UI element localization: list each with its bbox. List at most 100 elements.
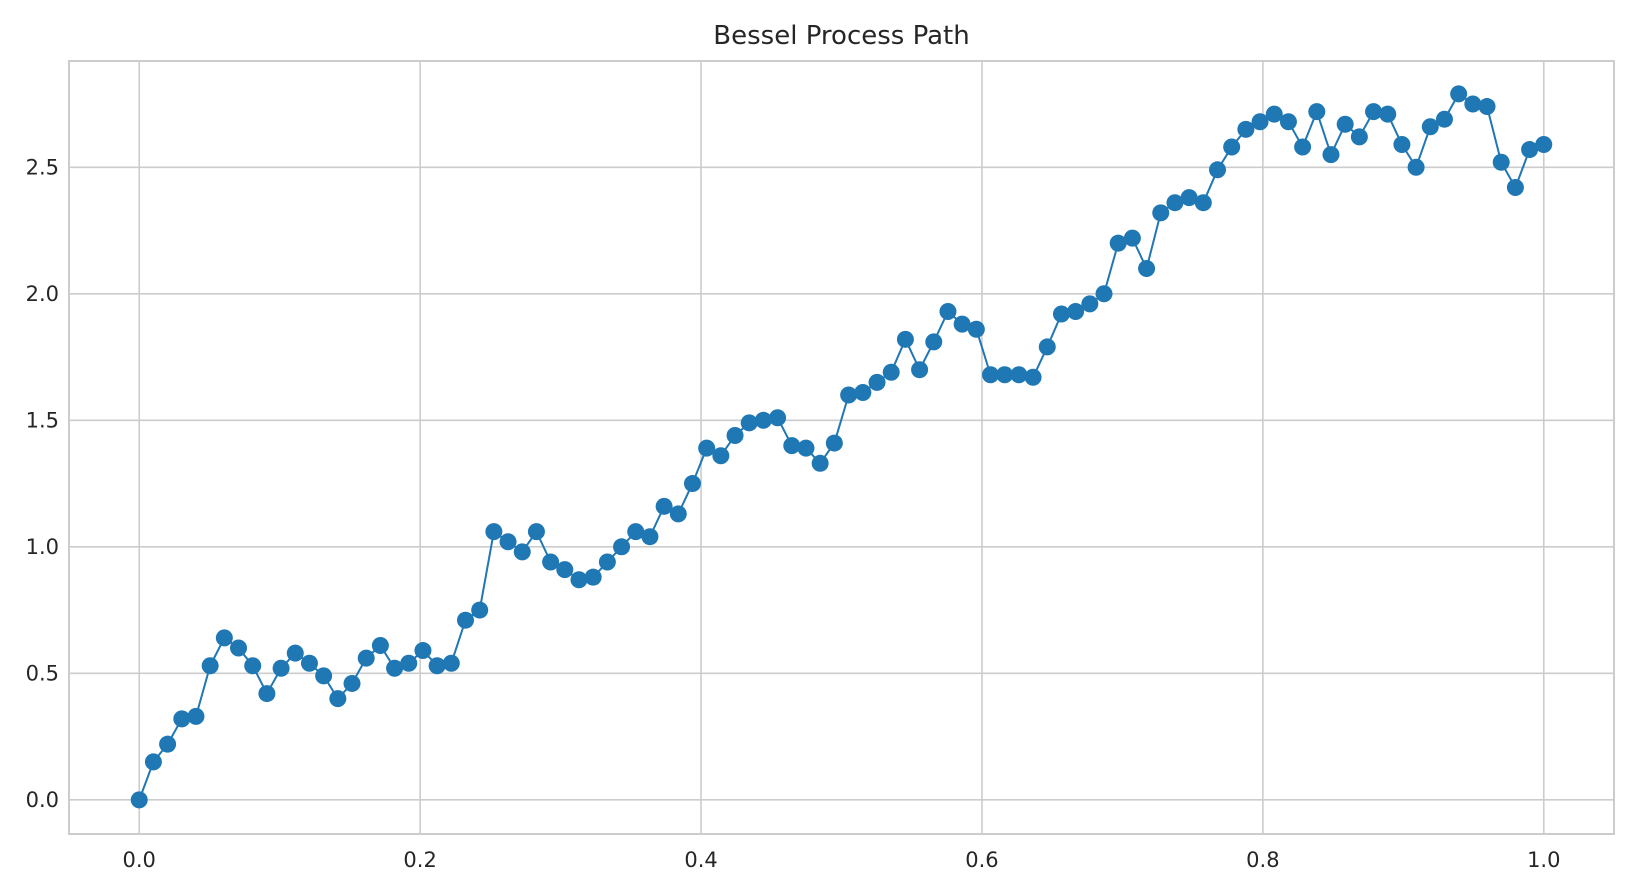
grid	[69, 61, 1614, 834]
data-point	[1506, 179, 1524, 197]
data-point	[159, 735, 177, 753]
data-point	[1379, 105, 1397, 123]
data-point	[882, 363, 900, 381]
data-point	[982, 366, 1000, 384]
data-point	[996, 366, 1014, 384]
data-point	[258, 685, 276, 703]
x-tick-label: 0.2	[403, 848, 436, 872]
data-point	[300, 654, 318, 672]
x-tick-label: 0.0	[123, 848, 156, 872]
data-point	[598, 553, 616, 571]
data-point	[1521, 141, 1539, 159]
data-point	[726, 426, 744, 444]
data-point	[1138, 259, 1156, 277]
data-point	[896, 330, 914, 348]
data-point	[187, 707, 205, 725]
data-point	[1223, 138, 1241, 156]
data-point	[201, 657, 219, 675]
data-point	[1166, 194, 1184, 212]
data-point	[414, 642, 432, 660]
data-point	[1308, 103, 1326, 121]
data-point	[215, 629, 233, 647]
data-point	[655, 497, 673, 515]
data-point	[911, 361, 929, 379]
chart-title: Bessel Process Path	[713, 21, 969, 51]
data-point	[1336, 115, 1354, 133]
data-point	[1095, 285, 1113, 303]
data-point	[769, 409, 787, 427]
data-point	[1407, 158, 1425, 176]
data-point	[584, 568, 602, 586]
data-point	[811, 454, 829, 472]
tick-labels: 0.0 0.2 0.4 0.6 0.8 1.0 0.0 0.5 1.0 1.5 2.0 2.5	[26, 155, 1561, 872]
x-tick-label: 0.8	[1246, 848, 1279, 872]
data-point	[1209, 161, 1226, 179]
data-point	[556, 561, 574, 579]
data-point	[286, 644, 304, 662]
data-point	[1237, 120, 1255, 138]
data-point	[527, 523, 545, 541]
data-point	[1478, 98, 1496, 116]
y-tick-label: 2.0	[26, 282, 59, 306]
data-point	[371, 636, 389, 654]
data-point	[754, 411, 772, 429]
data-point	[1535, 136, 1553, 153]
y-tick-label: 1.0	[26, 535, 59, 559]
data-point	[1393, 136, 1411, 153]
data-point	[144, 753, 162, 771]
data-point	[712, 447, 730, 465]
data-point	[471, 601, 489, 619]
data-point	[1024, 368, 1042, 386]
data-point	[953, 315, 971, 333]
data-point	[613, 538, 631, 556]
data-point	[230, 639, 248, 657]
data-point	[1081, 295, 1099, 313]
data-point	[1194, 194, 1212, 212]
data-point	[1265, 105, 1283, 123]
data-point	[1294, 138, 1312, 156]
data-point	[499, 533, 517, 551]
data-point	[1421, 118, 1439, 136]
data-point	[1350, 128, 1368, 146]
data-point	[485, 523, 503, 541]
data-point	[386, 659, 404, 677]
data-point	[130, 791, 148, 809]
x-tick-label: 0.4	[684, 848, 717, 872]
y-tick-label: 0.0	[26, 788, 59, 812]
data-point	[783, 437, 801, 455]
y-tick-label: 0.5	[26, 661, 59, 685]
data-point	[840, 386, 858, 404]
data-point	[542, 553, 560, 571]
data-point	[698, 439, 716, 457]
data-point	[315, 667, 333, 685]
x-tick-label: 1.0	[1527, 848, 1560, 872]
data-point	[868, 373, 886, 391]
data-point	[357, 649, 375, 667]
data-point	[173, 710, 191, 728]
y-tick-label: 2.5	[26, 155, 59, 179]
data-point	[428, 657, 446, 675]
data-point	[570, 571, 588, 589]
data-point	[967, 320, 985, 338]
data-point	[1010, 366, 1028, 384]
data-point	[272, 659, 290, 677]
data-point	[1180, 189, 1198, 207]
data-point	[939, 303, 957, 320]
data-point	[1365, 103, 1383, 121]
data-point	[1067, 303, 1085, 320]
data-point	[329, 690, 347, 708]
data-point	[641, 528, 659, 546]
plot-area-frame	[68, 60, 1615, 835]
data-point	[513, 543, 531, 561]
data-point	[797, 439, 815, 457]
data-point	[1435, 110, 1453, 128]
data-point	[1450, 85, 1468, 103]
data-point	[854, 383, 872, 401]
data-point	[1109, 234, 1127, 252]
data-point	[740, 414, 758, 432]
data-point	[442, 654, 460, 672]
series-line	[138, 92, 1545, 801]
